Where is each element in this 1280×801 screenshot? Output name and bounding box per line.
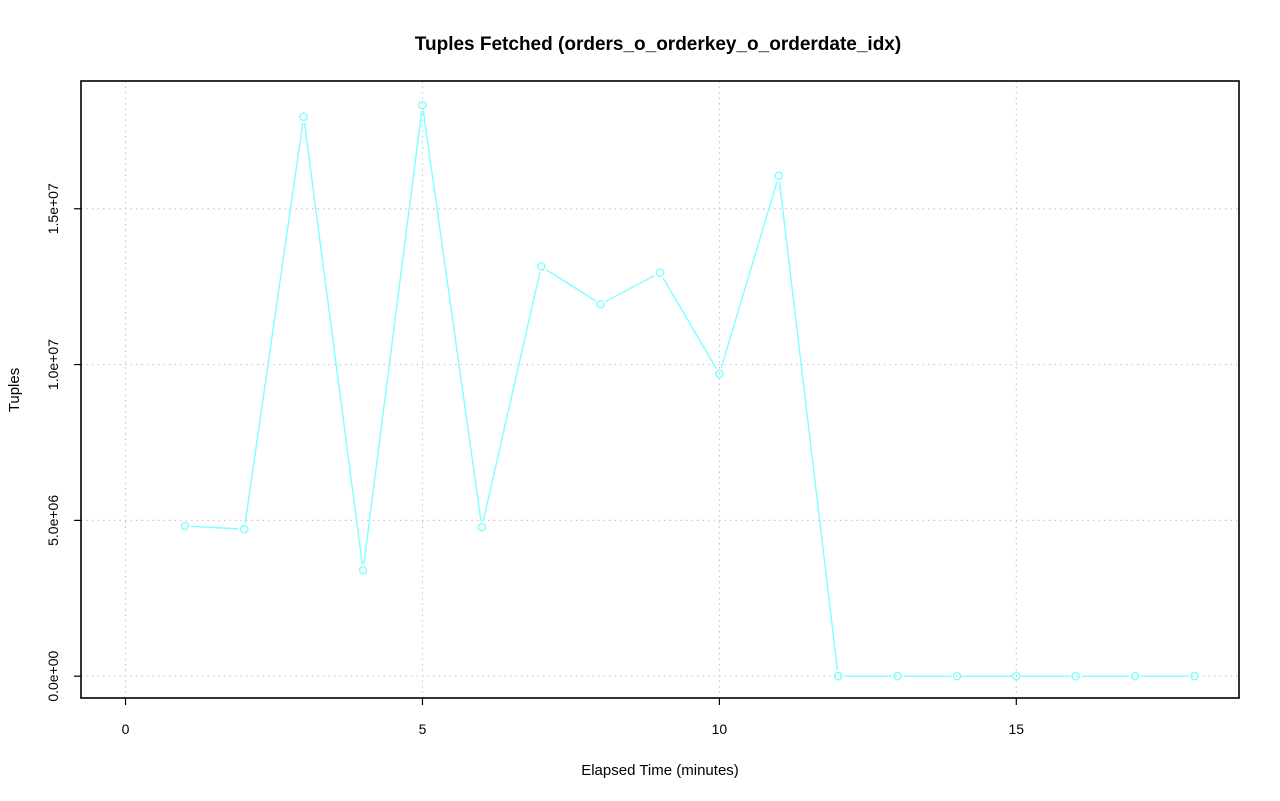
grid-lines bbox=[81, 81, 1239, 698]
data-point-2 bbox=[299, 112, 308, 122]
data-point-1 bbox=[240, 524, 249, 534]
x-tick-label-2: 10 bbox=[712, 721, 728, 737]
data-point-12 bbox=[893, 671, 902, 681]
series-segment-5 bbox=[482, 272, 541, 522]
x-tick-label-1: 5 bbox=[419, 721, 427, 737]
y-tick-label-3: 1.5e+07 bbox=[45, 183, 61, 234]
data-point-6 bbox=[536, 262, 546, 271]
y-axis-label: Tuples bbox=[6, 368, 23, 412]
series-segment-3 bbox=[363, 110, 423, 565]
series-segment-6 bbox=[545, 269, 596, 302]
series-segment-9 bbox=[720, 181, 778, 369]
data-point-11 bbox=[833, 671, 843, 681]
y-axis: 0.0e+00 5.0e+06 1.0e+07 1.5e+07 bbox=[45, 183, 81, 702]
x-axis: 0 5 10 15 bbox=[122, 698, 1025, 737]
data-point-4 bbox=[418, 100, 427, 110]
data-point-13 bbox=[952, 671, 962, 681]
data-point-14 bbox=[1012, 671, 1021, 681]
y-tick-label-2: 1.0e+07 bbox=[45, 339, 61, 390]
data-point-17 bbox=[1190, 671, 1199, 681]
series-segment-1 bbox=[244, 122, 304, 524]
x-tick-label-0: 0 bbox=[122, 721, 130, 737]
y-tick-label-0: 0.0e+00 bbox=[45, 650, 61, 701]
data-point-10 bbox=[774, 171, 784, 181]
data-point-7 bbox=[596, 299, 605, 309]
data-point-9 bbox=[715, 369, 724, 379]
series-segment-2 bbox=[303, 122, 363, 565]
data-point-8 bbox=[655, 268, 665, 277]
series-segment-4 bbox=[422, 110, 482, 522]
series-segment-7 bbox=[605, 274, 656, 302]
data-point-0 bbox=[180, 521, 190, 531]
series-segment-10 bbox=[778, 181, 839, 671]
series-tuples bbox=[180, 100, 1199, 681]
plot-frame bbox=[80, 80, 1240, 699]
data-point-5 bbox=[477, 522, 487, 532]
series-segment-8 bbox=[662, 277, 717, 370]
data-point-3 bbox=[358, 565, 368, 575]
x-axis-label: Elapsed Time (minutes) bbox=[581, 762, 739, 779]
data-point-15 bbox=[1071, 671, 1080, 681]
y-tick-label-1: 5.0e+06 bbox=[45, 495, 61, 546]
data-point-16 bbox=[1130, 671, 1140, 681]
series-segment-0 bbox=[190, 525, 239, 530]
x-tick-label-3: 15 bbox=[1009, 721, 1025, 737]
chart-title: Tuples Fetched (orders_o_orderkey_o_orde… bbox=[415, 34, 901, 55]
